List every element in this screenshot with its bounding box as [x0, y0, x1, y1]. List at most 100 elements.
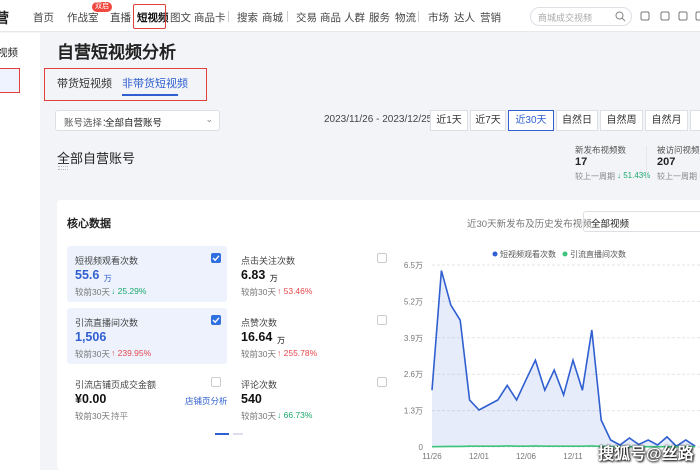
range-button[interactable]: 大 — [690, 110, 700, 131]
nav-separator — [418, 11, 419, 22]
metric-delta: ↑ 53.46% — [277, 286, 313, 296]
metric-compare: 较前30天 — [75, 411, 110, 421]
nav-item[interactable]: 首页 — [33, 12, 54, 24]
range-button[interactable]: 近1天 — [430, 110, 468, 131]
account-name: 全部自营账号 — [57, 151, 136, 166]
watermark: 搜狐号@丝路 — [598, 446, 694, 463]
nav-icon[interactable] — [695, 11, 700, 21]
metric-value: ¥0.00 — [75, 392, 107, 406]
metric-value: 16.64 — [241, 330, 273, 344]
nav-highlight-box — [133, 4, 166, 29]
tab[interactable]: 非带货短视频 — [122, 78, 188, 90]
series-line — [431, 270, 696, 448]
nav-separator — [228, 11, 229, 22]
metric-value: 6.83 — [241, 268, 266, 282]
nav-item[interactable]: 市场 — [428, 12, 449, 24]
metric-card[interactable]: 短视频观看次数 55.6 万较前30天 ↓ 25.29% — [67, 246, 227, 302]
nav-item[interactable]: 搜索 — [237, 12, 258, 24]
stat-compare: 较上一周期 — [575, 172, 615, 181]
nav-icon[interactable] — [640, 11, 650, 21]
legend-label: 短视频观看次数 — [500, 249, 556, 259]
stat-divider — [646, 146, 647, 180]
nav-item[interactable]: 人群 — [344, 12, 365, 24]
metric-compare: 较前30天 — [75, 287, 110, 297]
range-button[interactable]: 自然周 — [600, 110, 643, 131]
stat-label: 被访问视频数 — [657, 145, 700, 155]
legend-label: 引流直播间次数 — [570, 249, 626, 259]
logo: 营 — [0, 10, 9, 26]
nav-item[interactable]: 商品 — [320, 12, 341, 24]
nav-item[interactable]: 达人 — [454, 12, 475, 24]
select-arrow: ⌄ — [205, 114, 213, 124]
metric-label: 评论次数 — [241, 380, 278, 390]
metric-card[interactable]: 引流店铺页成交金额 ¥0.00 较前30天 持平 店铺页分析 — [67, 370, 228, 426]
tabs-highlight-box — [44, 68, 207, 101]
metric-unit: 万 — [277, 336, 285, 345]
nav-item[interactable]: 营销 — [480, 12, 501, 24]
metric-value: 1,506 — [75, 330, 107, 344]
video-filter[interactable]: 全部视频 — [583, 211, 700, 232]
metric-checkbox[interactable] — [211, 315, 221, 325]
sidebar-item[interactable]: 视频 — [0, 47, 18, 59]
nav-separator — [287, 11, 288, 22]
video-filter-value: 全部视频 — [591, 219, 630, 230]
metric-delta: ↑ 255.78% — [277, 348, 318, 358]
metric-card[interactable]: 点击关注次数 6.83 万较前30天 ↑ 53.46% — [233, 246, 393, 302]
range-button[interactable]: 近30天 — [508, 110, 554, 131]
metric-link[interactable]: 店铺页分析 — [185, 396, 228, 406]
metric-compare: 较前30天 — [75, 349, 110, 359]
nav-item[interactable]: 作战室 — [67, 12, 99, 24]
legend-swatch — [492, 251, 498, 257]
nav-item[interactable]: 商品卡 — [194, 12, 226, 24]
metric-checkbox[interactable] — [377, 315, 387, 325]
metric-label: 短视频观看次数 — [75, 256, 139, 266]
metric-label: 点赞次数 — [241, 318, 278, 328]
metric-card[interactable]: 点赞次数 16.64 万较前30天 ↑ 255.78% — [233, 308, 393, 364]
metric-compare: 较前30天 — [241, 349, 276, 359]
metric-value: 55.6 — [75, 268, 100, 282]
range-button[interactable]: 自然日 — [556, 110, 598, 131]
core-title: 核心数据 — [67, 218, 111, 230]
date-range: 2023/11/26 - 2023/12/25 — [324, 114, 433, 125]
nav-badge: 双启 — [92, 2, 112, 12]
nav-item[interactable]: 短视频 — [137, 12, 169, 24]
nav-item[interactable]: 物流 — [395, 12, 416, 24]
y-tick-label: 1.3万 — [404, 407, 423, 416]
x-tick-label: 12/01 — [469, 452, 490, 461]
stat-compare: 较上一周期 — [657, 172, 697, 181]
account-label: 账号选择： — [64, 118, 112, 129]
check-mark — [212, 317, 220, 324]
series-line — [431, 445, 696, 448]
nav-icon[interactable] — [660, 11, 670, 21]
metric-label: 引流店铺页成交金额 — [75, 380, 157, 390]
account-select[interactable]: 账号选择： 全部自营账号 ⌄ — [55, 110, 220, 131]
search-placeholder: 商城成交视频 — [538, 13, 593, 23]
metric-label: 引流直播间次数 — [75, 318, 139, 328]
metric-compare: 较前30天 — [241, 411, 276, 421]
stat-delta: ↓ 51.43% — [617, 171, 651, 180]
nav-item[interactable]: 商城 — [262, 12, 283, 24]
pager-dot — [233, 433, 243, 435]
metric-card[interactable]: 评论次数 540 较前30天 ↓ 66.73% — [233, 370, 393, 426]
metric-card[interactable]: 引流直播间次数 1,506 较前30天 ↑ 239.95% — [67, 308, 227, 364]
x-tick-label: 11/26 — [422, 452, 442, 461]
tab[interactable]: 带货短视频 — [57, 78, 112, 90]
nav-item[interactable]: 直播 — [110, 12, 131, 24]
metric-checkbox[interactable] — [211, 377, 221, 387]
nav-item[interactable]: 图文 — [170, 12, 191, 24]
nav-item[interactable]: 服务 — [369, 12, 390, 24]
metric-checkbox[interactable] — [377, 253, 387, 263]
metric-checkbox[interactable] — [211, 253, 221, 263]
range-button[interactable]: 自然月 — [645, 110, 688, 131]
y-tick-label: 0 — [419, 443, 424, 452]
nav-icon[interactable] — [678, 11, 688, 21]
metric-delta: ↓ 66.73% — [277, 410, 313, 420]
metric-checkbox[interactable] — [377, 377, 387, 387]
metric-value: 540 — [241, 392, 262, 406]
nav-item[interactable]: 交易 — [296, 12, 317, 24]
stat-value: 17 — [575, 156, 588, 168]
core-scope: 近30天新发布及历史发布视频 — [467, 219, 592, 230]
range-button[interactable]: 近7天 — [470, 110, 506, 131]
search-box[interactable]: 商城成交视频 — [530, 7, 632, 26]
